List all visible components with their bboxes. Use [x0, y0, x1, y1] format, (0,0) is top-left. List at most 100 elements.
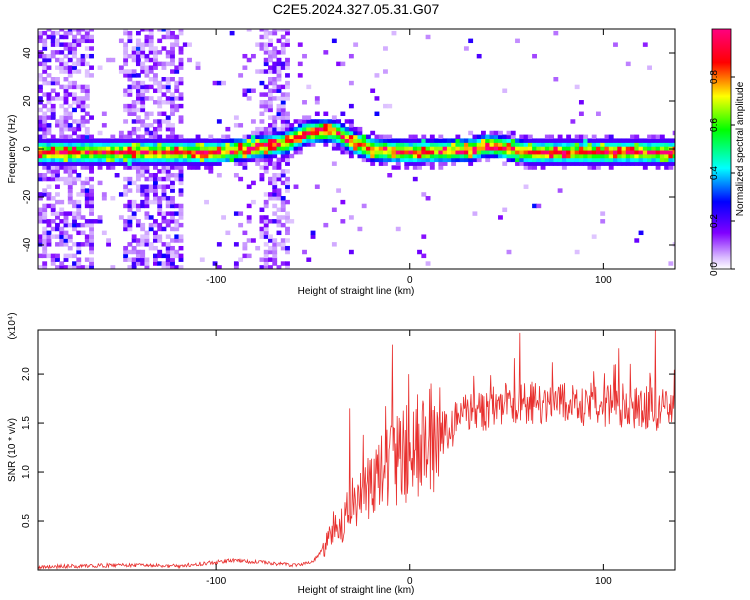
spectrogram-cell	[365, 142, 371, 147]
spectrogram-cell	[498, 215, 503, 220]
spectrogram-cell	[46, 146, 52, 151]
spectrogram-cell	[246, 134, 252, 140]
spectrogram-cell	[276, 96, 282, 101]
spectrogram-cell	[647, 146, 652, 151]
spectrogram-cell	[250, 134, 256, 140]
spectrogram-cell	[578, 100, 584, 105]
spectrogram-cell	[89, 226, 94, 232]
spectrogram-cell	[59, 219, 65, 224]
spectrogram-cell	[276, 192, 282, 197]
spectrogram-cell	[570, 149, 576, 155]
spectrogram-cell	[161, 46, 167, 51]
spectrogram-cell	[272, 238, 278, 243]
spectrogram-cell	[527, 165, 533, 170]
spectrogram-cell	[204, 157, 209, 163]
spectrogram-cell	[165, 176, 171, 182]
spectrogram-cell	[451, 138, 457, 143]
spectrogram-cell	[84, 119, 90, 124]
spectrogram-cell	[268, 96, 273, 101]
spectrogram-cell	[170, 134, 175, 140]
spectrogram-cell	[140, 234, 146, 239]
spectrogram-cell	[123, 73, 129, 78]
spectrogram-cell	[340, 219, 346, 224]
spectrogram-cell	[153, 50, 158, 55]
spectrogram-cell	[195, 134, 201, 140]
spectrogram-cell	[114, 161, 120, 166]
spectrogram-cell	[148, 65, 154, 70]
spectrogram-cell	[140, 226, 146, 232]
spectrogram-cell	[400, 146, 405, 151]
spectrogram-cell	[361, 153, 367, 159]
spectrogram-cell	[144, 153, 150, 159]
spectrogram-cell	[574, 153, 580, 159]
spectrogram-cell	[272, 245, 278, 251]
spectrogram-cell	[135, 50, 141, 55]
spectrogram-cell	[340, 146, 346, 151]
spectrogram-cell	[170, 165, 175, 170]
spectrogram-cell	[161, 65, 167, 70]
spectrogram-cell	[502, 142, 508, 147]
spectrogram-cell	[140, 142, 146, 147]
spectrogram-cell	[59, 226, 65, 232]
spectrogram-cell	[76, 29, 82, 32]
spectrogram-cell	[331, 161, 337, 166]
spectrogram-cell	[195, 146, 201, 151]
spectrogram-cell	[161, 61, 167, 67]
spectrogram-cell	[574, 134, 580, 140]
spectrogram-cell	[63, 42, 69, 47]
spectrogram-cell	[84, 192, 90, 197]
spectrogram-cell	[280, 119, 286, 124]
spectrogram-cell	[438, 138, 444, 143]
spectrogram-cell	[604, 146, 610, 151]
spectrogram-cell	[587, 138, 593, 143]
spectrogram-cell	[280, 50, 286, 55]
spectrogram-cell	[255, 138, 261, 143]
spectrogram-cell	[80, 142, 86, 147]
spectrogram-cell	[178, 57, 184, 63]
spectrogram-cell	[118, 215, 124, 220]
spectrogram-cell	[370, 157, 376, 163]
spectrogram-cell	[157, 238, 163, 243]
spectrogram-cell	[42, 92, 48, 97]
spectrogram-cell	[123, 69, 129, 74]
spectrogram-cell	[285, 188, 290, 193]
spectrogram-cell	[76, 222, 82, 228]
spectrogram-cell	[80, 192, 86, 197]
spectrogram-cell	[306, 138, 312, 143]
spectrogram-cell	[630, 161, 635, 166]
spectrogram-cell	[131, 80, 137, 86]
spectrogram-cell	[395, 157, 401, 163]
spectrogram-cell	[157, 61, 163, 67]
spectrogram-cell	[221, 153, 227, 159]
spectrogram-cell	[114, 138, 120, 143]
spectrogram-cell	[327, 123, 333, 128]
spectrogram-cell	[285, 57, 290, 63]
spectrogram-cell	[178, 161, 184, 166]
spectrogram-cell	[306, 119, 312, 124]
spectrogram-cell	[263, 142, 269, 147]
spectrogram-cell	[127, 219, 133, 224]
spectrogram-cell	[238, 146, 244, 151]
spectrogram-cell	[536, 153, 542, 159]
spectrogram-cell	[502, 138, 508, 143]
spectrogram-cell	[55, 57, 60, 63]
spectrogram-cell	[50, 211, 56, 216]
spectrogram-cell	[647, 161, 652, 166]
spectrogram-cell	[72, 253, 77, 259]
spectrogram-cell	[630, 153, 635, 159]
spectrogram-cell	[174, 222, 180, 228]
spectrogram-cell	[263, 34, 269, 40]
spectrogram-cell	[165, 265, 171, 269]
spectrogram-cell	[157, 161, 163, 166]
spectrogram-cell	[434, 153, 439, 159]
spectrogram-cell	[148, 184, 154, 189]
spectrogram-cell	[127, 92, 133, 97]
spectrogram-cell	[280, 107, 286, 113]
spectrogram-cell	[378, 157, 384, 163]
spectrogram-cell	[187, 161, 192, 166]
spectrogram-cell	[272, 173, 278, 178]
spectrogram-cell	[659, 153, 665, 159]
spectrogram-cell	[72, 92, 77, 97]
spectrogram-cell	[263, 265, 269, 269]
spectrogram-cell	[153, 188, 158, 193]
